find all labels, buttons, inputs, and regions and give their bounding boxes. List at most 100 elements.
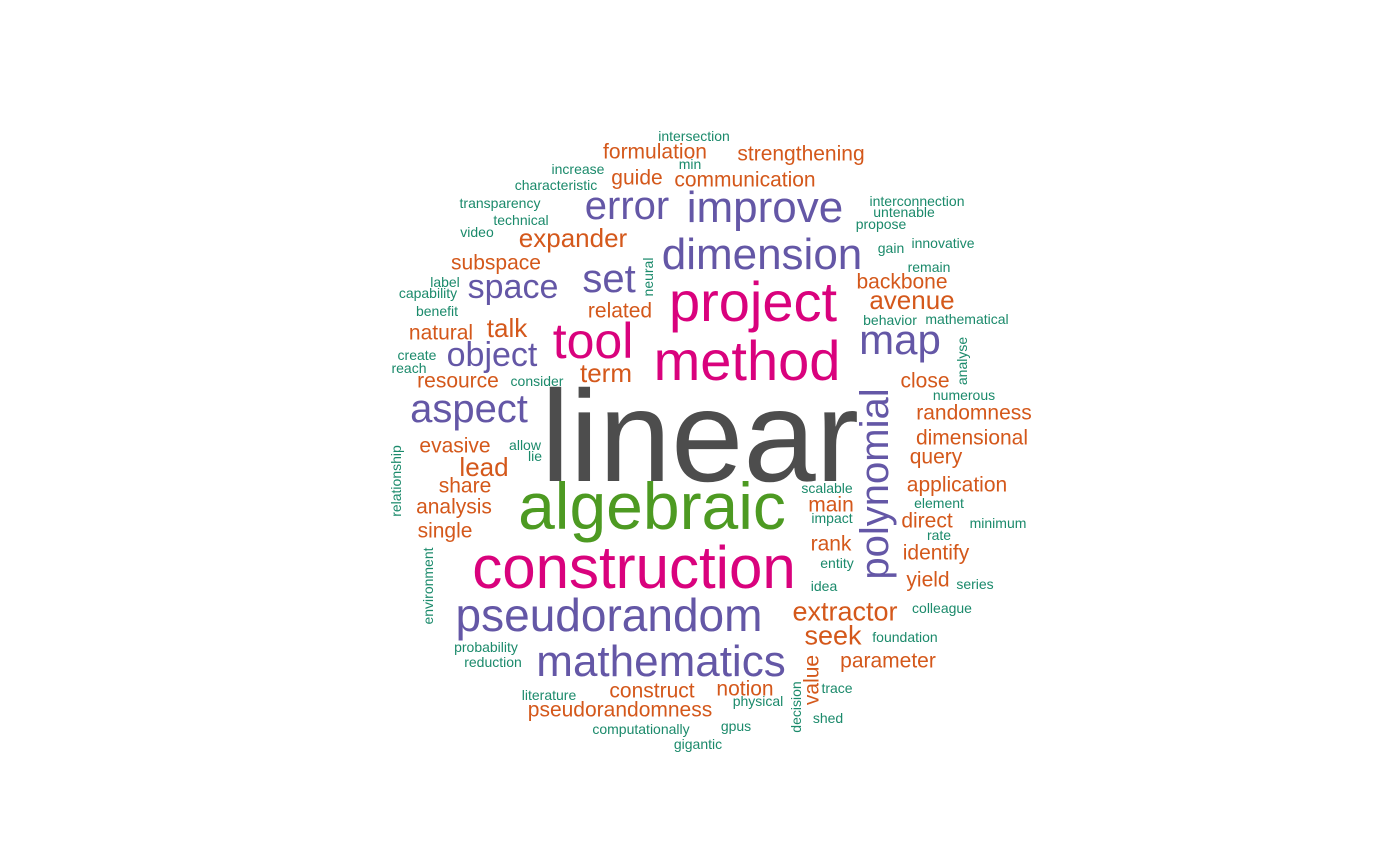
word-dimensional: dimensional	[915, 426, 1029, 450]
word-construct: construct	[609, 679, 695, 703]
word-mathematical: mathematical	[925, 311, 1009, 327]
word-reach: reach	[391, 360, 427, 376]
word-construction: construction	[472, 534, 796, 601]
word-numerous: numerous	[932, 387, 996, 403]
word-parameter: parameter	[840, 649, 936, 673]
word-computationally: computationally	[592, 721, 690, 737]
word-term: term	[580, 358, 632, 388]
word-rate: rate	[926, 527, 952, 543]
word-method: method	[653, 329, 841, 392]
word-direct: direct	[901, 509, 953, 533]
word-algebraic: algebraic	[518, 469, 786, 543]
word-propose: propose	[855, 216, 907, 232]
word-increase: increase	[551, 161, 605, 177]
word-gain: gain	[877, 240, 905, 256]
word-neural: neural	[640, 257, 656, 297]
word-video: video	[460, 224, 494, 240]
word-foundation: foundation	[872, 629, 938, 645]
word-transparency: transparency	[459, 195, 541, 211]
word-seek: seek	[804, 620, 862, 651]
word-colleague: colleague	[912, 600, 972, 616]
word-behavior: behavior	[863, 312, 917, 328]
word-analysis: analysis	[416, 495, 492, 519]
word-related: related	[587, 299, 653, 323]
word-minimum: minimum	[969, 515, 1027, 531]
word-scalable: scalable	[801, 480, 853, 496]
word-shed: shed	[812, 710, 844, 726]
word-communication: communication	[674, 168, 816, 192]
word-gigantic: gigantic	[673, 736, 723, 752]
word-lead: lead	[459, 452, 509, 482]
word-dimension: dimension	[661, 230, 863, 279]
word-avenue: avenue	[869, 285, 955, 315]
word-notion: notion	[716, 677, 774, 701]
word-backbone: backbone	[856, 270, 948, 294]
word-capability: capability	[398, 285, 458, 301]
word-series: series	[956, 576, 994, 592]
word-label: label	[430, 274, 460, 290]
word-identify: identify	[902, 541, 970, 565]
word-entity: entity	[820, 555, 854, 571]
word-pseudorandomness: pseudorandomness	[527, 698, 713, 722]
word-decision: decision	[788, 681, 804, 733]
word-value: value	[800, 654, 824, 706]
word-resource: resource	[417, 369, 499, 393]
word-idea: idea	[810, 578, 838, 594]
word-query: query	[909, 445, 963, 469]
word-technical: technical	[493, 212, 549, 228]
word-probability: probability	[454, 639, 518, 655]
word-set: set	[582, 257, 636, 301]
word-close: close	[900, 369, 950, 393]
word-characteristic: characteristic	[514, 177, 598, 193]
word-innovative: innovative	[911, 235, 975, 251]
word-element: element	[914, 495, 964, 511]
word-analyse: analyse	[954, 336, 970, 386]
word-allow: allow	[509, 437, 541, 453]
word-create: create	[397, 347, 437, 363]
word-natural: natural	[408, 321, 474, 345]
word-untenable: untenable	[873, 204, 935, 220]
word-application: application	[906, 473, 1008, 497]
word-mathematics: mathematics	[536, 637, 786, 686]
word-trace: trace	[821, 680, 853, 696]
word-formulation: formulation	[603, 140, 707, 164]
word-improve: improve	[686, 183, 844, 232]
word-linear: linear	[541, 363, 859, 509]
word-aspect: aspect	[410, 387, 528, 431]
word-tool: tool	[552, 313, 634, 369]
word-share: share	[438, 474, 492, 498]
word-polynomial: polynomial	[853, 388, 897, 580]
word-strengthening: strengthening	[737, 142, 865, 166]
word-evasive: evasive	[419, 434, 491, 458]
word-expander: expander	[518, 223, 628, 253]
word-min: min	[678, 156, 702, 172]
word-reduction: reduction	[464, 654, 522, 670]
word-subspace: subspace	[451, 251, 541, 275]
word-environment: environment	[420, 547, 436, 625]
word-talk: talk	[486, 313, 528, 343]
word-impact: impact	[811, 510, 853, 526]
word-gpus: gpus	[720, 718, 752, 734]
word-main: main	[808, 493, 854, 517]
word-error: error	[584, 184, 670, 228]
word-lie: lie	[527, 448, 543, 464]
word-consider: consider	[510, 373, 564, 389]
word-space: space	[467, 268, 559, 306]
word-relationship: relationship	[388, 445, 404, 517]
word-pseudorandom: pseudorandom	[455, 589, 763, 641]
word-object: object	[446, 336, 538, 374]
word-project: project	[668, 270, 838, 333]
word-intersection: intersection	[658, 128, 730, 144]
word-guide: guide	[611, 166, 663, 190]
word-randomness: randomness	[916, 401, 1032, 425]
word-interconnection: interconnection	[869, 193, 965, 209]
word-map: map	[859, 316, 941, 363]
word-yield: yield	[906, 568, 950, 592]
word-rank: rank	[810, 532, 852, 556]
word-remain: remain	[907, 259, 951, 275]
word-single: single	[417, 519, 473, 543]
word-literature: literature	[521, 687, 577, 703]
word-physical: physical	[732, 693, 784, 709]
word-benefit: benefit	[415, 303, 459, 319]
